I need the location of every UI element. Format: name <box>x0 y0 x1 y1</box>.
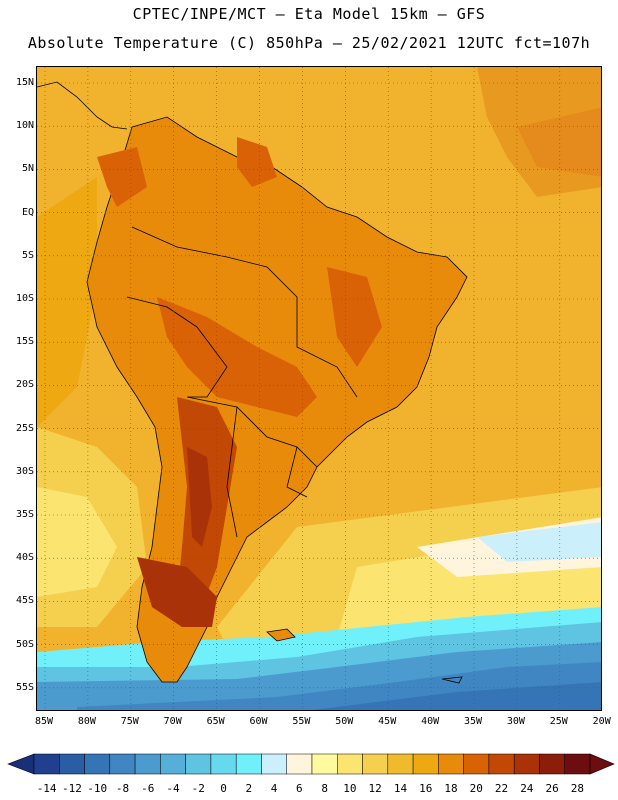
south-georgia-island <box>441 676 463 684</box>
colorbar-swatch <box>210 753 237 775</box>
latitude-label: 45S <box>15 595 34 607</box>
colorbar-label: 8 <box>321 782 328 795</box>
colorbar-label: 0 <box>220 782 227 795</box>
colorbar-label: 16 <box>419 782 433 795</box>
colorbar-label: 12 <box>368 782 382 795</box>
latitude-label: 10S <box>15 293 34 304</box>
latitude-label: 15N <box>15 77 34 88</box>
latitude-label: 35S <box>15 509 34 520</box>
temperature-map-svg <box>37 67 601 710</box>
longitude-label: 85W <box>34 716 54 727</box>
latitude-label: 25S <box>15 422 34 434</box>
longitude-label: 35W <box>463 716 483 727</box>
longitude-label: 25W <box>549 716 568 727</box>
colorbar-swatch <box>438 753 464 775</box>
colorbar-label: 18 <box>444 782 458 795</box>
colorbar-swatch <box>109 753 136 775</box>
colorbar-swatch <box>261 753 287 775</box>
longitude-label: 20W <box>592 716 611 727</box>
chart-title-line2: Absolute Temperature (C) 850hPa – 25/02/… <box>27 34 591 52</box>
longitude-label: 40W <box>421 716 440 727</box>
chart-title-line1: CPTEC/INPE/MCT – Eta Model 15km – GFS <box>132 5 486 23</box>
latitude-label: 40S <box>15 552 34 564</box>
latitude-label: 5S <box>21 249 34 261</box>
colorbar-swatch <box>564 753 591 775</box>
longitude-label: 60W <box>249 716 268 727</box>
longitude-label: 70W <box>163 716 182 727</box>
colorbar-swatch <box>286 753 313 775</box>
colorbar-label: -6 <box>141 782 155 795</box>
field-hot-patagonia <box>137 557 217 627</box>
longitude-label: 45W <box>378 716 397 727</box>
colorbar-label: -12 <box>61 782 82 795</box>
colorbar-swatch <box>488 753 515 775</box>
longitude-label: 30W <box>506 716 525 727</box>
latitude-label: 5N <box>21 163 34 175</box>
falkland-islands <box>266 628 296 642</box>
colorbar-label: 4 <box>270 782 278 795</box>
colorbar-label: 14 <box>393 782 408 795</box>
colorbar-label: -14 <box>36 782 57 795</box>
colorbar-label: -10 <box>87 782 108 795</box>
colorbar-swatch <box>235 753 262 775</box>
colorbar-swatch <box>337 753 363 775</box>
longitude-label: 75W <box>120 716 139 727</box>
colorbar-swatch <box>134 753 161 775</box>
field-hot-brazil-east <box>327 267 382 367</box>
colorbar-swatch <box>84 753 111 775</box>
colorbar-swatch <box>185 753 212 775</box>
field-atlantic-paleblue <box>477 522 601 562</box>
colorbar-swatch <box>160 753 186 775</box>
longitude-label: 80W <box>77 716 96 727</box>
colorbar-swatch <box>311 753 338 775</box>
country-borders <box>126 226 358 538</box>
colorbar-label: -2 <box>191 782 205 795</box>
temperature-map[interactable] <box>36 66 602 711</box>
field-hot-north-andes <box>97 147 147 207</box>
latitude-label: 15S <box>15 336 34 348</box>
colorbar-swatch <box>59 753 85 775</box>
field-pacific-north <box>37 177 97 427</box>
colorbar-swatch <box>513 753 540 775</box>
field-pacific-lighter <box>37 487 117 597</box>
colorbar-swatch <box>463 753 490 775</box>
colorbar-swatch <box>412 753 439 775</box>
colorbar-max-arrow <box>589 753 615 775</box>
colorbar-label: 6 <box>296 782 303 795</box>
field-southern-blue4 <box>313 682 601 710</box>
latitude-label: 20S <box>15 379 34 391</box>
latitude-label: 30S <box>15 465 34 477</box>
colorbar-label: -4 <box>166 782 180 795</box>
longitude-label: 55W <box>292 716 311 727</box>
colorbar-label: 26 <box>545 782 559 795</box>
colorbar-label: 28 <box>570 782 584 795</box>
latitude-label: 10N <box>15 120 34 132</box>
field-ocean-northeast-core <box>517 107 601 177</box>
colorbar-swatch <box>387 753 414 775</box>
field-hot-guiana <box>237 137 277 187</box>
colorbar-label: -8 <box>115 782 130 795</box>
longitude-label: 50W <box>335 716 354 727</box>
colorbar <box>7 753 615 775</box>
latitude-label: 50S <box>15 638 34 650</box>
colorbar-swatch <box>539 753 565 775</box>
colorbar-swatch <box>362 753 389 775</box>
latitude-label: EQ <box>21 206 34 218</box>
longitude-label: 65W <box>206 716 225 727</box>
colorbar-label: 24 <box>520 782 534 795</box>
colorbar-label: 22 <box>494 782 509 795</box>
colorbar-label: 2 <box>245 782 253 795</box>
colorbar-min-arrow <box>7 753 35 775</box>
colorbar-swatch <box>33 753 60 775</box>
latitude-label: 55S <box>15 681 34 693</box>
colorbar-label: 10 <box>343 782 357 795</box>
colorbar-label: 20 <box>469 782 483 795</box>
